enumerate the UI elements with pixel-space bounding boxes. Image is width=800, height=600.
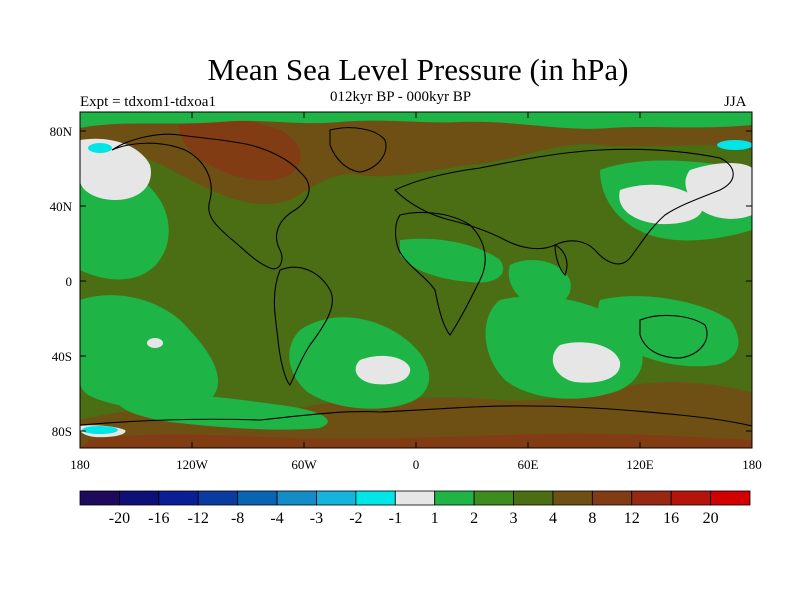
season-label: JJA [724, 94, 747, 110]
colorbar-swatch [591, 490, 633, 506]
colorbar-label: 4 [549, 510, 557, 527]
colorbar-swatch [276, 490, 317, 506]
field-north-darkbrown [179, 117, 301, 181]
lat-tick-label: 40N [50, 199, 73, 214]
map-subtitle: 012kyr BP - 000kyr BP [330, 89, 472, 105]
coastlines [80, 127, 752, 427]
map-title: Mean Sea Level Pressure (in hPa) [207, 52, 629, 87]
field-green-east-africa [508, 260, 571, 307]
colorbar-swatch [197, 490, 239, 506]
lon-tick-label: 60W [291, 457, 317, 472]
lat-tick-label: 0 [66, 274, 73, 289]
colorbar-label: 3 [510, 510, 518, 527]
colorbar-label: -16 [148, 510, 169, 527]
colorbar-label: 1 [431, 510, 439, 527]
lat-tick-label: 80N [50, 124, 73, 139]
colorbar-label: -2 [349, 510, 362, 527]
colorbar-swatch [513, 490, 554, 506]
colorbar-label: -8 [231, 510, 244, 527]
colorbar-swatch [631, 490, 672, 506]
field-cyan-npac [88, 143, 112, 153]
field-south-brown [80, 381, 752, 448]
colorbar-label: 16 [663, 510, 679, 527]
field-white-satlantic [355, 355, 411, 385]
colorbar-swatch [434, 490, 475, 506]
colorbar: -20 -16 -12 -8 -4 -3 -2 -1 1 2 3 4 8 12 16 20 [79, 490, 751, 527]
lat-tick-label: 40S [52, 349, 72, 364]
colorbar-label: 2 [470, 510, 478, 527]
lon-tick-label: 120W [176, 457, 209, 472]
colorbar-swatch [158, 490, 199, 506]
field-green-nafrica [400, 238, 504, 283]
colorbar-swatch [670, 490, 711, 506]
lat-tick-label: 80S [52, 424, 72, 439]
colorbar-swatch [119, 490, 160, 506]
field-cyan-antarctic [82, 426, 118, 434]
colorbar-label: -1 [389, 510, 402, 527]
colorbar-swatch [552, 490, 593, 506]
field-green-arctic [80, 112, 752, 129]
field-south-darkbrown [80, 433, 752, 448]
field-green-southern-ocean [117, 393, 328, 430]
colorbar-swatch [473, 490, 514, 506]
field-green-west-pacific [598, 296, 739, 367]
colorbar-label: 12 [624, 510, 640, 527]
colorbar-label: 20 [703, 510, 719, 527]
latitude-axis: 80N 40N 0 40S 80S [50, 124, 752, 439]
colorbar-swatch [79, 490, 120, 506]
field-white-npac-east [619, 184, 703, 225]
experiment-label: Expt = tdxom1-tdxoa1 [80, 94, 216, 110]
colorbar-label: 8 [588, 510, 596, 527]
colorbar-swatch [237, 490, 278, 506]
colorbar-swatch [394, 490, 436, 506]
colorbar-label: -20 [109, 510, 130, 527]
colorbar-swatch [710, 490, 751, 506]
field-white-pacific-north [80, 138, 151, 200]
lon-tick-label: 120E [626, 457, 654, 472]
lon-tick-label: 180 [742, 457, 762, 472]
lon-tick-label: 60E [518, 457, 539, 472]
colorbar-swatch [355, 490, 396, 506]
lon-tick-label: 180 [70, 457, 90, 472]
colorbar-label: -12 [188, 510, 209, 527]
colorbar-swatch [316, 490, 357, 506]
colorbar-label: -3 [310, 510, 323, 527]
field-cyan-arctic-east [717, 140, 752, 150]
field-green-south-pacific [80, 295, 219, 410]
longitude-axis: 180 120W 60W 0 60E 120E 180 [70, 112, 762, 472]
field-white-indian [552, 342, 621, 383]
pressure-field [80, 112, 752, 448]
lon-tick-label: 0 [413, 457, 420, 472]
field-white-small [147, 338, 163, 348]
colorbar-label: -4 [270, 510, 283, 527]
